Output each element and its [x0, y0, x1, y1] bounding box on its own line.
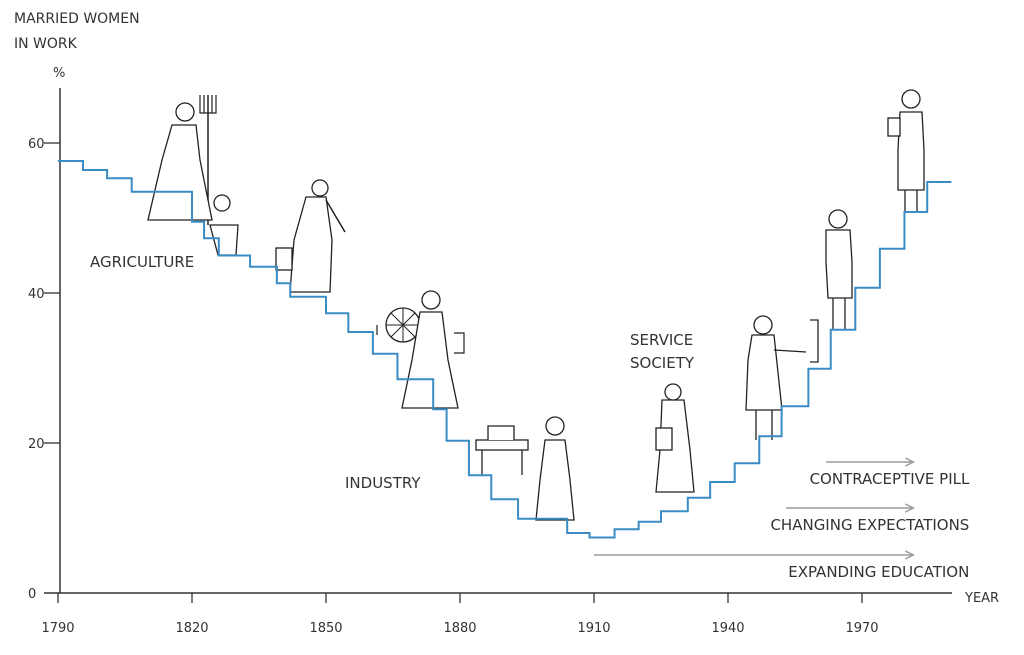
- annotation-service-line-1: SERVICE: [630, 331, 693, 349]
- driver-label: CONTRACEPTIVE PILL: [810, 470, 970, 488]
- annotation-service-line-2: SOCIETY: [630, 354, 695, 372]
- arrowhead-icon: [904, 503, 916, 513]
- x-tick-label: 1850: [309, 621, 342, 636]
- milkmaid-with-bucket-illustration: [275, 179, 346, 293]
- x-tick-label: 1940: [711, 621, 744, 636]
- y-tick-label: 0: [28, 587, 36, 602]
- x-tick-label: 1820: [175, 621, 208, 636]
- axes: 0 20 40 60 1790 1820 1850 1880 1910 1940 1970: [28, 88, 952, 636]
- spinning-wheel-woman-illustration: [376, 290, 465, 409]
- y-tick-label: 20: [28, 437, 45, 452]
- step-line-series: [58, 160, 952, 539]
- sewing-machine-illustration: [475, 425, 529, 475]
- annotation-industry: INDUSTRY: [345, 474, 421, 492]
- x-tick-label: 1910: [577, 621, 610, 636]
- chart-title-line-1: MARRIED WOMEN: [14, 11, 140, 27]
- driver-label: CHANGING EXPECTATIONS: [770, 516, 969, 534]
- annotation-agriculture: AGRICULTURE: [90, 253, 194, 271]
- lab-coat-woman-illustration: [745, 315, 819, 440]
- suit-woman-illustration: [825, 209, 853, 330]
- annotations: AGRICULTURE INDUSTRY SERVICE SOCIETY: [90, 253, 695, 492]
- x-tick-label: 1880: [443, 621, 476, 636]
- y-tick-label: 40: [28, 287, 45, 302]
- apron-woman-illustration: [535, 416, 575, 521]
- x-axis-label: YEAR: [964, 591, 999, 606]
- x-tick-label: 1790: [41, 621, 74, 636]
- driver-arrows: CONTRACEPTIVE PILL CHANGING EXPECTATIONS E…: [594, 457, 970, 581]
- chart-title-line-2: IN WORK: [14, 36, 78, 52]
- figure-illustrations: [147, 89, 925, 521]
- x-tick-label: 1970: [845, 621, 878, 636]
- farm-woman-with-pitchfork-illustration: [147, 95, 239, 256]
- clerk-woman-with-book-illustration: [655, 383, 695, 493]
- y-axis-label: %: [53, 66, 65, 81]
- arrowhead-icon: [904, 550, 916, 560]
- modern-woman-with-bag-illustration: [887, 89, 925, 212]
- arrowhead-icon: [904, 457, 916, 467]
- driver-label: EXPANDING EDUCATION: [788, 563, 969, 581]
- y-tick-label: 60: [28, 137, 45, 152]
